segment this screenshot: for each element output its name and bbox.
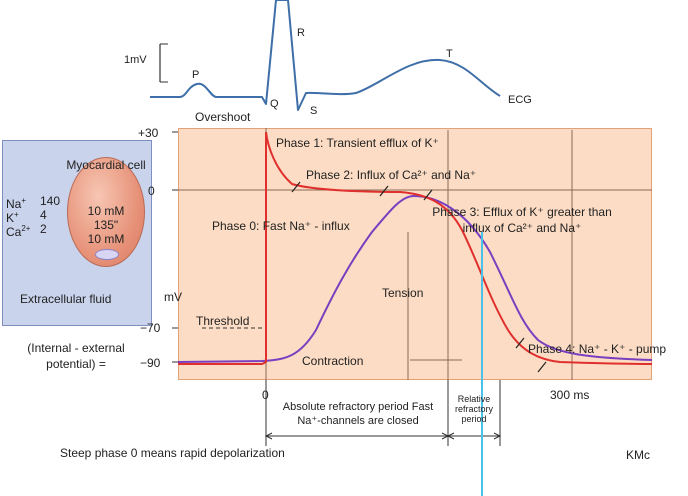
- ion-ca-value: 2: [40, 222, 47, 236]
- phase0-label: Phase 0: Fast Na⁺ - influx: [212, 219, 350, 233]
- cell-internal-k: 135": [93, 218, 119, 232]
- extracellular-fluid-label: Extracellular fluid: [20, 292, 112, 306]
- cell-internal-ca: 10 mM: [87, 232, 125, 246]
- caption: Steep phase 0 means rapid depolarization: [60, 446, 285, 460]
- ecg-trace: [150, 0, 501, 111]
- ion-na-value: 140: [40, 194, 61, 208]
- cell-nucleus: [95, 249, 119, 260]
- threshold-label: Threshold: [196, 314, 250, 328]
- ion-k-value: 4: [40, 208, 47, 222]
- relative-refractory-label: Relative refractory period: [454, 394, 493, 424]
- y-tick-plus30: +30: [138, 126, 159, 140]
- y-ticks: [172, 131, 178, 363]
- phase2-label: Phase 2: Influx of Ca²⁺ and Na⁺: [306, 168, 477, 182]
- phase4-label: Phase 4: Na⁺ - K⁺ - pump: [528, 342, 667, 356]
- ecg-p-wave-label: P: [192, 69, 200, 81]
- ion-k-label: K+: [6, 210, 19, 225]
- ecg-s-wave-label: S: [310, 105, 318, 117]
- cell-internal-na: 10 mM: [87, 204, 125, 218]
- y-tick-minus90: −90: [140, 356, 161, 370]
- phase1-label: Phase 1: Transient efflux of K⁺: [276, 136, 439, 150]
- potential-label: (Internal - external potential) =: [27, 341, 125, 371]
- myocardial-cell: [67, 157, 145, 267]
- y-axis-label: mV: [164, 290, 182, 304]
- credit: KMc: [626, 448, 650, 462]
- cell-title: Myocardial cell: [66, 158, 146, 172]
- y-tick-minus70: −70: [140, 321, 161, 335]
- contraction-label: Contraction: [302, 354, 364, 368]
- x-tick-0: 0: [262, 388, 269, 402]
- phase3-label: Phase 3: Efflux of K⁺ greater than influ…: [432, 205, 612, 235]
- ecg-scale-label: 1mV: [124, 54, 147, 66]
- ion-ca-label: Ca2+: [6, 224, 31, 239]
- ecg-q-wave-label: Q: [270, 98, 279, 110]
- ion-na-label: Na+: [6, 196, 27, 211]
- ecg-r-wave-label: R: [297, 27, 305, 39]
- x-tick-300ms: 300 ms: [550, 388, 590, 402]
- absolute-refractory-label: Absolute refractory period Fast Na⁺-chan…: [282, 401, 434, 427]
- refractory-brackets: [264, 380, 502, 446]
- ecg-label: ECG: [508, 94, 532, 106]
- ecg-t-wave-label: T: [446, 48, 453, 60]
- plot-area: [178, 128, 652, 380]
- overshoot-label: Overshoot: [195, 110, 251, 124]
- y-tick-0: 0: [148, 184, 155, 198]
- phase-markers: [291, 181, 547, 373]
- tension-label: Tension: [382, 286, 424, 300]
- action-potential-curve: [178, 131, 653, 365]
